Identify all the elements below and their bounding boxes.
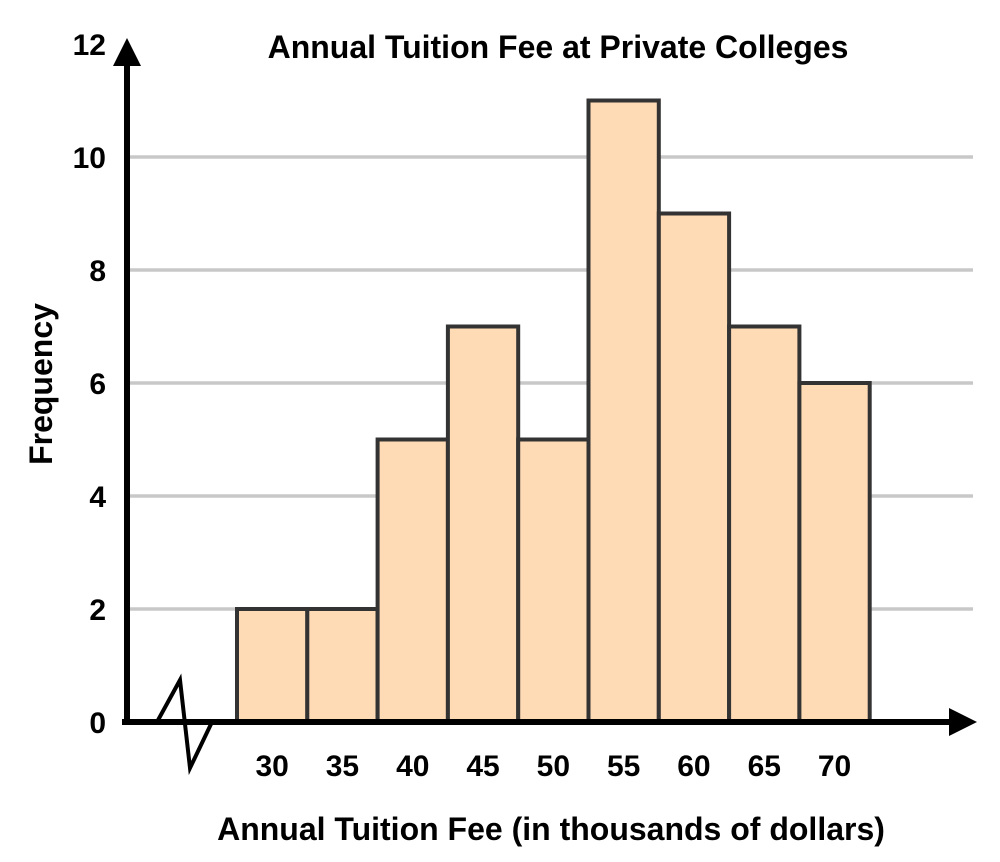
y-tick-label: 12: [73, 29, 106, 62]
y-tick-label: 8: [89, 255, 106, 288]
y-axis-label: Frequency: [23, 303, 59, 465]
bar-70: [797, 381, 872, 724]
x-tick-label: 35: [326, 750, 359, 783]
x-axis-arrow: [949, 708, 977, 736]
bar-30: [235, 607, 310, 724]
bar-60: [656, 211, 732, 724]
bars: [235, 98, 872, 724]
y-tick-label: 6: [89, 368, 106, 401]
y-tick-labels: 0 2 4 6 8 10 12: [73, 29, 107, 740]
x-tick-label: 55: [607, 750, 640, 783]
x-tick-label: 40: [396, 750, 429, 783]
chart-title: Annual Tuition Fee at Private Colleges: [268, 29, 849, 65]
axis-break-symbol: [155, 673, 214, 776]
y-tick-label: 4: [89, 481, 106, 514]
y-axis-arrow: [113, 38, 141, 66]
x-tick-label: 30: [255, 750, 288, 783]
bar-55: [586, 98, 661, 724]
x-tick-label: 45: [466, 750, 499, 783]
axes: [113, 38, 977, 776]
bar-65: [727, 324, 802, 724]
y-tick-label: 2: [89, 594, 106, 627]
bar-40: [375, 437, 450, 724]
x-tick-label: 70: [818, 750, 851, 783]
y-tick-label: 10: [73, 142, 106, 175]
x-tick-label: 65: [748, 750, 781, 783]
bar-50: [516, 437, 591, 724]
x-tick-label: 60: [677, 750, 710, 783]
bar-45: [445, 324, 521, 724]
x-tick-labels: 30 35 40 45 50 55 60 65 70: [255, 750, 851, 783]
y-tick-label: 0: [89, 707, 106, 740]
x-axis-label: Annual Tuition Fee (in thousands of doll…: [217, 811, 885, 847]
x-tick-label: 50: [537, 750, 570, 783]
bar-35: [305, 607, 380, 724]
